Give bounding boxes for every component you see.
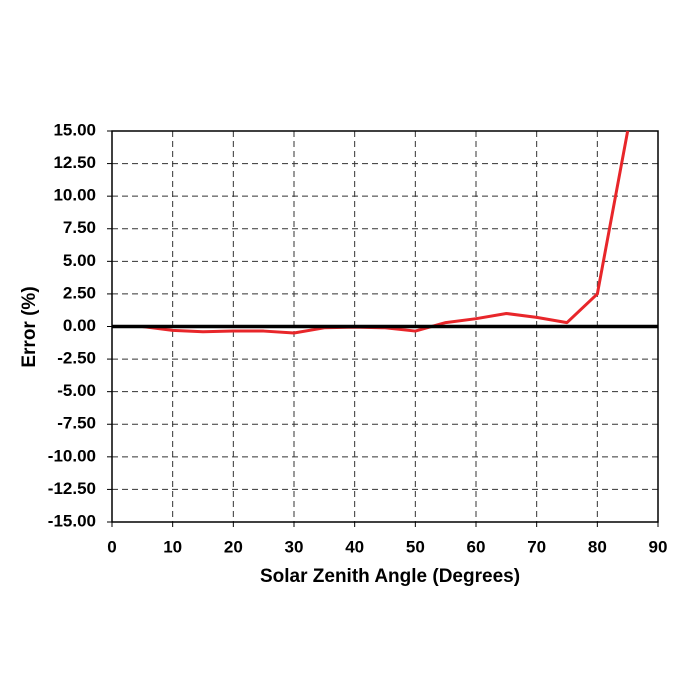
y-tick-label: 5.00 bbox=[63, 251, 96, 270]
x-tick-label: 90 bbox=[649, 537, 668, 556]
x-tick-label: 20 bbox=[224, 537, 243, 556]
x-tick-label: 0 bbox=[107, 537, 116, 556]
y-tick-label: -10.00 bbox=[48, 446, 96, 465]
y-tick-label: -15.00 bbox=[48, 511, 96, 530]
y-tick-label: 0.00 bbox=[63, 316, 96, 335]
y-tick-label: 7.50 bbox=[63, 218, 96, 237]
x-tick-label: 10 bbox=[163, 537, 182, 556]
y-tick-label: -5.00 bbox=[57, 381, 96, 400]
x-tick-label: 80 bbox=[588, 537, 607, 556]
x-tick-label: 40 bbox=[345, 537, 364, 556]
y-tick-label: 10.00 bbox=[53, 186, 96, 205]
x-tick-label: 30 bbox=[285, 537, 304, 556]
x-tick-label: 50 bbox=[406, 537, 425, 556]
y-tick-label: 12.50 bbox=[53, 153, 96, 172]
y-tick-label: -7.50 bbox=[57, 414, 96, 433]
y-tick-label: 2.50 bbox=[63, 283, 96, 302]
x-tick-label: 70 bbox=[527, 537, 546, 556]
y-tick-label: 15.00 bbox=[53, 120, 96, 139]
x-tick-label: 60 bbox=[467, 537, 486, 556]
y-tick-label: -2.50 bbox=[57, 349, 96, 368]
y-tick-label: -12.50 bbox=[48, 479, 96, 498]
x-axis-label: Solar Zenith Angle (Degrees) bbox=[260, 566, 520, 587]
y-axis-label: Error (%) bbox=[19, 286, 40, 367]
